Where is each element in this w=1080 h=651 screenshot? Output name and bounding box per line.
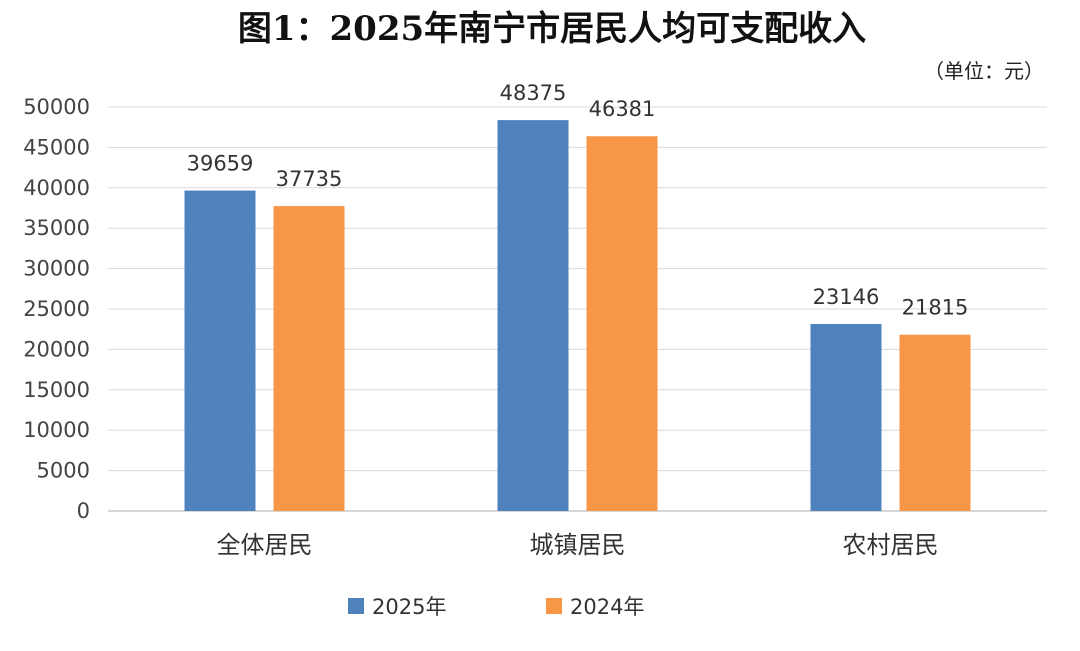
data-labels: 39659 37735 48375 46381 23146 21815 (187, 81, 969, 320)
legend-swatch (348, 598, 364, 614)
bar-2-3 (899, 334, 971, 511)
x-tick-label: 城镇居民 (530, 531, 626, 559)
y-tick-label: 50000 (23, 95, 90, 119)
bar-1-1 (184, 190, 256, 511)
data-label: 39659 (187, 152, 254, 176)
bar-1-2 (497, 120, 569, 511)
bar-2-1 (273, 206, 345, 511)
y-axis-ticks: 0 5000 10000 15000 20000 25000 30000 35000 40000… (23, 95, 90, 523)
y-tick-label: 25000 (23, 297, 90, 321)
legend-label: 2024年 (570, 595, 644, 619)
data-label: 46381 (589, 97, 656, 121)
chart-title: 图1：2025年南宁市居民人均可支配收入 (238, 9, 866, 49)
y-tick-label: 15000 (23, 378, 90, 402)
data-label: 37735 (276, 167, 343, 191)
data-label: 23146 (813, 285, 880, 309)
y-tick-label: 5000 (37, 459, 90, 483)
y-tick-label: 30000 (23, 257, 90, 281)
y-tick-label: 0 (77, 499, 90, 523)
legend-label: 2025年 (372, 595, 446, 619)
unit-label: （单位：元） (924, 59, 1044, 83)
y-tick-label: 20000 (23, 337, 90, 361)
gridlines (108, 106, 1047, 512)
data-label: 48375 (500, 81, 567, 105)
y-tick-label: 10000 (23, 418, 90, 442)
data-label: 21815 (902, 296, 969, 320)
x-tick-label: 全体居民 (217, 531, 313, 559)
bar-1-3 (810, 323, 882, 511)
legend: 2025年 2024年 (348, 595, 644, 619)
y-tick-label: 40000 (23, 176, 90, 200)
legend-swatch (546, 598, 562, 614)
x-axis-ticks: 全体居民 城镇居民 农村居民 (217, 531, 939, 559)
bars (184, 120, 971, 511)
x-tick-label: 农村居民 (843, 531, 939, 559)
bar-2-2 (586, 136, 658, 511)
y-tick-label: 35000 (23, 216, 90, 240)
y-tick-label: 45000 (23, 135, 90, 159)
